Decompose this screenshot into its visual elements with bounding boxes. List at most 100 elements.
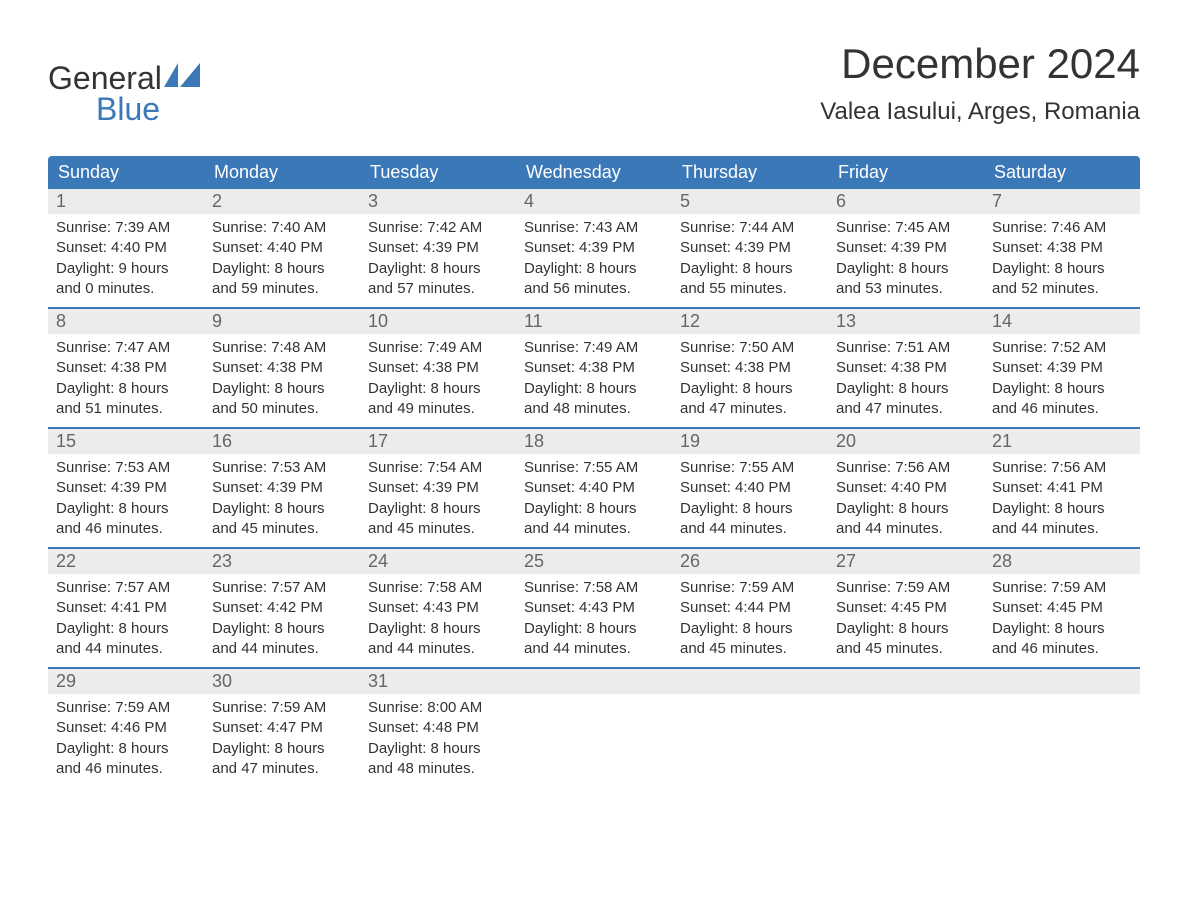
day-sunset-line: Sunset: 4:39 PM	[992, 358, 1132, 378]
day-content: Sunrise: 7:49 AMSunset: 4:38 PMDaylight:…	[516, 334, 672, 427]
day-sunrise-line: Sunrise: 7:56 AM	[992, 458, 1132, 478]
day-sunset-line: Sunset: 4:43 PM	[524, 598, 664, 618]
day-sunset-line: Sunset: 4:39 PM	[524, 238, 664, 258]
weekday-header-cell: Thursday	[672, 156, 828, 189]
day-content: Sunrise: 8:00 AMSunset: 4:48 PMDaylight:…	[360, 694, 516, 787]
day-number: 19	[672, 429, 828, 454]
day-sunrise-line: Sunrise: 7:59 AM	[992, 578, 1132, 598]
day-number: 28	[984, 549, 1140, 574]
day-d1-line: Daylight: 8 hours	[56, 499, 196, 519]
day-sunrise-line: Sunrise: 7:56 AM	[836, 458, 976, 478]
day-d1-line: Daylight: 8 hours	[212, 259, 352, 279]
day-sunset-line: Sunset: 4:39 PM	[368, 238, 508, 258]
day-content: Sunrise: 7:46 AMSunset: 4:38 PMDaylight:…	[984, 214, 1140, 307]
day-d1-line: Daylight: 8 hours	[524, 619, 664, 639]
day-d2-line: and 50 minutes.	[212, 399, 352, 419]
day-number: 23	[204, 549, 360, 574]
day-d1-line: Daylight: 8 hours	[992, 379, 1132, 399]
day-cell	[828, 669, 984, 787]
day-sunset-line: Sunset: 4:45 PM	[836, 598, 976, 618]
day-content: Sunrise: 7:59 AMSunset: 4:47 PMDaylight:…	[204, 694, 360, 787]
day-content: Sunrise: 7:44 AMSunset: 4:39 PMDaylight:…	[672, 214, 828, 307]
day-cell: 22Sunrise: 7:57 AMSunset: 4:41 PMDayligh…	[48, 549, 204, 667]
day-content: Sunrise: 7:59 AMSunset: 4:44 PMDaylight:…	[672, 574, 828, 667]
day-d2-line: and 45 minutes.	[212, 519, 352, 539]
day-sunset-line: Sunset: 4:38 PM	[212, 358, 352, 378]
day-number: 30	[204, 669, 360, 694]
day-number: 22	[48, 549, 204, 574]
day-number: 7	[984, 189, 1140, 214]
title-block: December 2024 Valea Iasului, Arges, Roma…	[820, 40, 1140, 126]
day-cell: 12Sunrise: 7:50 AMSunset: 4:38 PMDayligh…	[672, 309, 828, 427]
day-d2-line: and 51 minutes.	[56, 399, 196, 419]
day-number: 1	[48, 189, 204, 214]
day-number: 15	[48, 429, 204, 454]
day-d1-line: Daylight: 8 hours	[524, 499, 664, 519]
day-cell: 23Sunrise: 7:57 AMSunset: 4:42 PMDayligh…	[204, 549, 360, 667]
day-sunset-line: Sunset: 4:40 PM	[680, 478, 820, 498]
weekday-header-cell: Tuesday	[360, 156, 516, 189]
day-sunset-line: Sunset: 4:38 PM	[836, 358, 976, 378]
day-d1-line: Daylight: 8 hours	[680, 499, 820, 519]
day-sunrise-line: Sunrise: 7:50 AM	[680, 338, 820, 358]
day-content: Sunrise: 7:59 AMSunset: 4:45 PMDaylight:…	[984, 574, 1140, 667]
day-cell: 13Sunrise: 7:51 AMSunset: 4:38 PMDayligh…	[828, 309, 984, 427]
day-content: Sunrise: 7:42 AMSunset: 4:39 PMDaylight:…	[360, 214, 516, 307]
day-number: 20	[828, 429, 984, 454]
day-d2-line: and 49 minutes.	[368, 399, 508, 419]
day-sunrise-line: Sunrise: 8:00 AM	[368, 698, 508, 718]
day-d2-line: and 44 minutes.	[212, 639, 352, 659]
weekday-header-cell: Friday	[828, 156, 984, 189]
day-cell: 19 Sunrise: 7:55 AMSunset: 4:40 PMDayligh…	[672, 429, 828, 547]
day-sunset-line: Sunset: 4:38 PM	[56, 358, 196, 378]
day-sunrise-line: Sunrise: 7:55 AM	[680, 458, 820, 478]
day-cell: 29Sunrise: 7:59 AMSunset: 4:46 PMDayligh…	[48, 669, 204, 787]
week-row: 29Sunrise: 7:59 AMSunset: 4:46 PMDayligh…	[48, 667, 1140, 787]
day-sunset-line: Sunset: 4:47 PM	[212, 718, 352, 738]
day-d1-line: Daylight: 8 hours	[56, 739, 196, 759]
day-number: 11	[516, 309, 672, 334]
day-content: Sunrise: 7:59 AMSunset: 4:45 PMDaylight:…	[828, 574, 984, 667]
day-number: 2	[204, 189, 360, 214]
day-content: Sunrise: 7:39 AMSunset: 4:40 PMDaylight:…	[48, 214, 204, 307]
day-sunset-line: Sunset: 4:40 PM	[524, 478, 664, 498]
day-sunrise-line: Sunrise: 7:49 AM	[524, 338, 664, 358]
day-d1-line: Daylight: 8 hours	[212, 379, 352, 399]
day-sunset-line: Sunset: 4:41 PM	[992, 478, 1132, 498]
weekday-header-cell: Wednesday	[516, 156, 672, 189]
day-d1-line: Daylight: 8 hours	[56, 379, 196, 399]
day-d2-line: and 47 minutes.	[680, 399, 820, 419]
day-d1-line: Daylight: 8 hours	[368, 619, 508, 639]
day-number: 31	[360, 669, 516, 694]
day-content: Sunrise: 7:50 AMSunset: 4:38 PMDaylight:…	[672, 334, 828, 427]
day-number: 6	[828, 189, 984, 214]
day-sunrise-line: Sunrise: 7:45 AM	[836, 218, 976, 238]
day-sunset-line: Sunset: 4:43 PM	[368, 598, 508, 618]
day-d1-line: Daylight: 8 hours	[836, 619, 976, 639]
day-d1-line: Daylight: 8 hours	[368, 739, 508, 759]
day-cell: 30Sunrise: 7:59 AMSunset: 4:47 PMDayligh…	[204, 669, 360, 787]
week-row: 1Sunrise: 7:39 AMSunset: 4:40 PMDaylight…	[48, 189, 1140, 307]
day-sunrise-line: Sunrise: 7:58 AM	[524, 578, 664, 598]
day-sunrise-line: Sunrise: 7:40 AM	[212, 218, 352, 238]
day-d2-line: and 0 minutes.	[56, 279, 196, 299]
day-number: 16	[204, 429, 360, 454]
day-cell: 28Sunrise: 7:59 AMSunset: 4:45 PMDayligh…	[984, 549, 1140, 667]
day-d2-line: and 55 minutes.	[680, 279, 820, 299]
location-subtitle: Valea Iasului, Arges, Romania	[820, 98, 1140, 126]
day-number: 9	[204, 309, 360, 334]
day-number: 13	[828, 309, 984, 334]
day-d1-line: Daylight: 8 hours	[368, 499, 508, 519]
day-cell: 8Sunrise: 7:47 AMSunset: 4:38 PMDaylight…	[48, 309, 204, 427]
day-sunset-line: Sunset: 4:42 PM	[212, 598, 352, 618]
day-sunrise-line: Sunrise: 7:47 AM	[56, 338, 196, 358]
day-sunrise-line: Sunrise: 7:59 AM	[680, 578, 820, 598]
day-cell: 24Sunrise: 7:58 AMSunset: 4:43 PMDayligh…	[360, 549, 516, 667]
day-cell: 27Sunrise: 7:59 AMSunset: 4:45 PMDayligh…	[828, 549, 984, 667]
day-sunset-line: Sunset: 4:48 PM	[368, 718, 508, 738]
day-cell: 21Sunrise: 7:56 AMSunset: 4:41 PMDayligh…	[984, 429, 1140, 547]
day-sunrise-line: Sunrise: 7:44 AM	[680, 218, 820, 238]
day-d2-line: and 44 minutes.	[524, 519, 664, 539]
day-d2-line: and 44 minutes.	[56, 639, 196, 659]
day-sunrise-line: Sunrise: 7:59 AM	[836, 578, 976, 598]
